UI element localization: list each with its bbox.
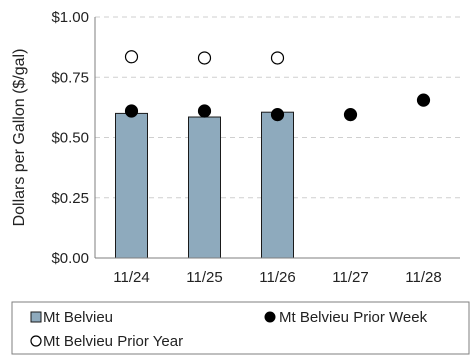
point-prior-week: [197, 104, 212, 118]
point-prior-week: [270, 108, 285, 122]
legend-marker-prior-week: [264, 311, 276, 323]
x-tick-label: 11/28: [405, 269, 441, 286]
legend-label-mt-belvieu: Mt Belvieu: [43, 309, 113, 326]
x-tick-label: 11/27: [332, 269, 368, 286]
point-prior-year: [197, 51, 212, 65]
y-tick-label: $0.25: [51, 190, 89, 207]
y-tick-label: $1.00: [51, 9, 89, 26]
x-tick-label: 11/26: [259, 269, 295, 286]
x-axis-tick-labels: 11/24 11/25 11/26 11/27 11/28: [113, 269, 441, 286]
point-prior-year: [124, 50, 139, 64]
y-axis-tick-labels: $0.00 $0.25 $0.50 $0.75 $1.00: [51, 9, 89, 267]
y-tick-label: $0.75: [51, 69, 89, 86]
legend-label-prior-week: Mt Belvieu Prior Week: [279, 309, 428, 326]
legend-marker-prior-year: [30, 335, 42, 347]
point-prior-week: [343, 108, 358, 122]
y-tick-label: $0.00: [51, 250, 89, 267]
bar-mt-belvieu: [261, 111, 294, 259]
point-prior-week: [416, 93, 431, 107]
x-tick-label: 11/25: [186, 269, 222, 286]
axes: [94, 17, 460, 259]
legend: Mt Belvieu Mt Belvieu Prior Week Mt Belvie…: [11, 301, 470, 355]
x-tick-label: 11/24: [113, 269, 149, 286]
bar-series: [115, 111, 294, 259]
y-tick-label: $0.50: [51, 130, 89, 147]
bar-mt-belvieu: [188, 116, 221, 259]
point-prior-week: [124, 104, 139, 118]
legend-label-prior-year: Mt Belvieu Prior Year: [43, 333, 183, 350]
y-axis-title: Dollars per Gallon ($/gal): [11, 49, 28, 227]
legend-box: [11, 301, 470, 355]
bar-mt-belvieu: [115, 112, 148, 259]
legend-swatch-mt-belvieu: [30, 311, 42, 323]
marker-series: [124, 50, 431, 122]
point-prior-year: [270, 51, 285, 65]
